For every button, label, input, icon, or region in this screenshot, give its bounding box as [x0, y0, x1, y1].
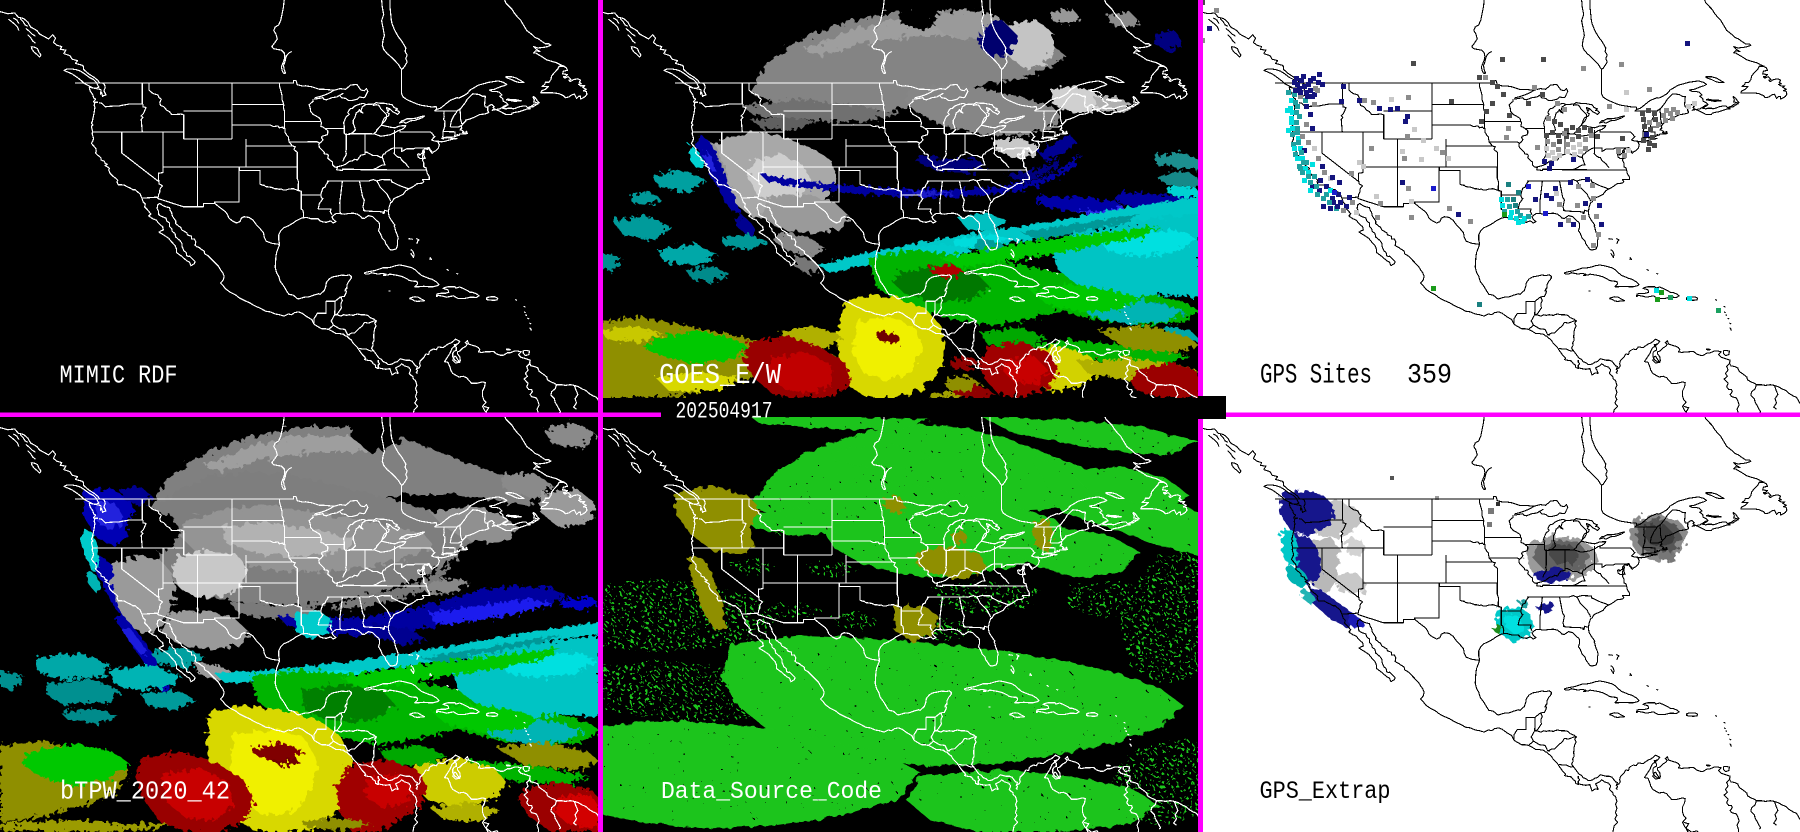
svg-text:MIMIC RDF: MIMIC RDF	[60, 362, 178, 391]
svg-text:GOES_E/W: GOES_E/W	[659, 359, 782, 392]
svg-text:359: 359	[1407, 361, 1452, 392]
svg-text:Data_Source_Code: Data_Source_Code	[661, 779, 882, 806]
svg-text:bTPW_2020_42: bTPW_2020_42	[60, 778, 230, 807]
svg-text:GPS Sites: GPS Sites	[1260, 361, 1372, 392]
svg-text:GPS_Extrap: GPS_Extrap	[1260, 777, 1391, 806]
svg-text:202504917: 202504917	[676, 399, 773, 426]
